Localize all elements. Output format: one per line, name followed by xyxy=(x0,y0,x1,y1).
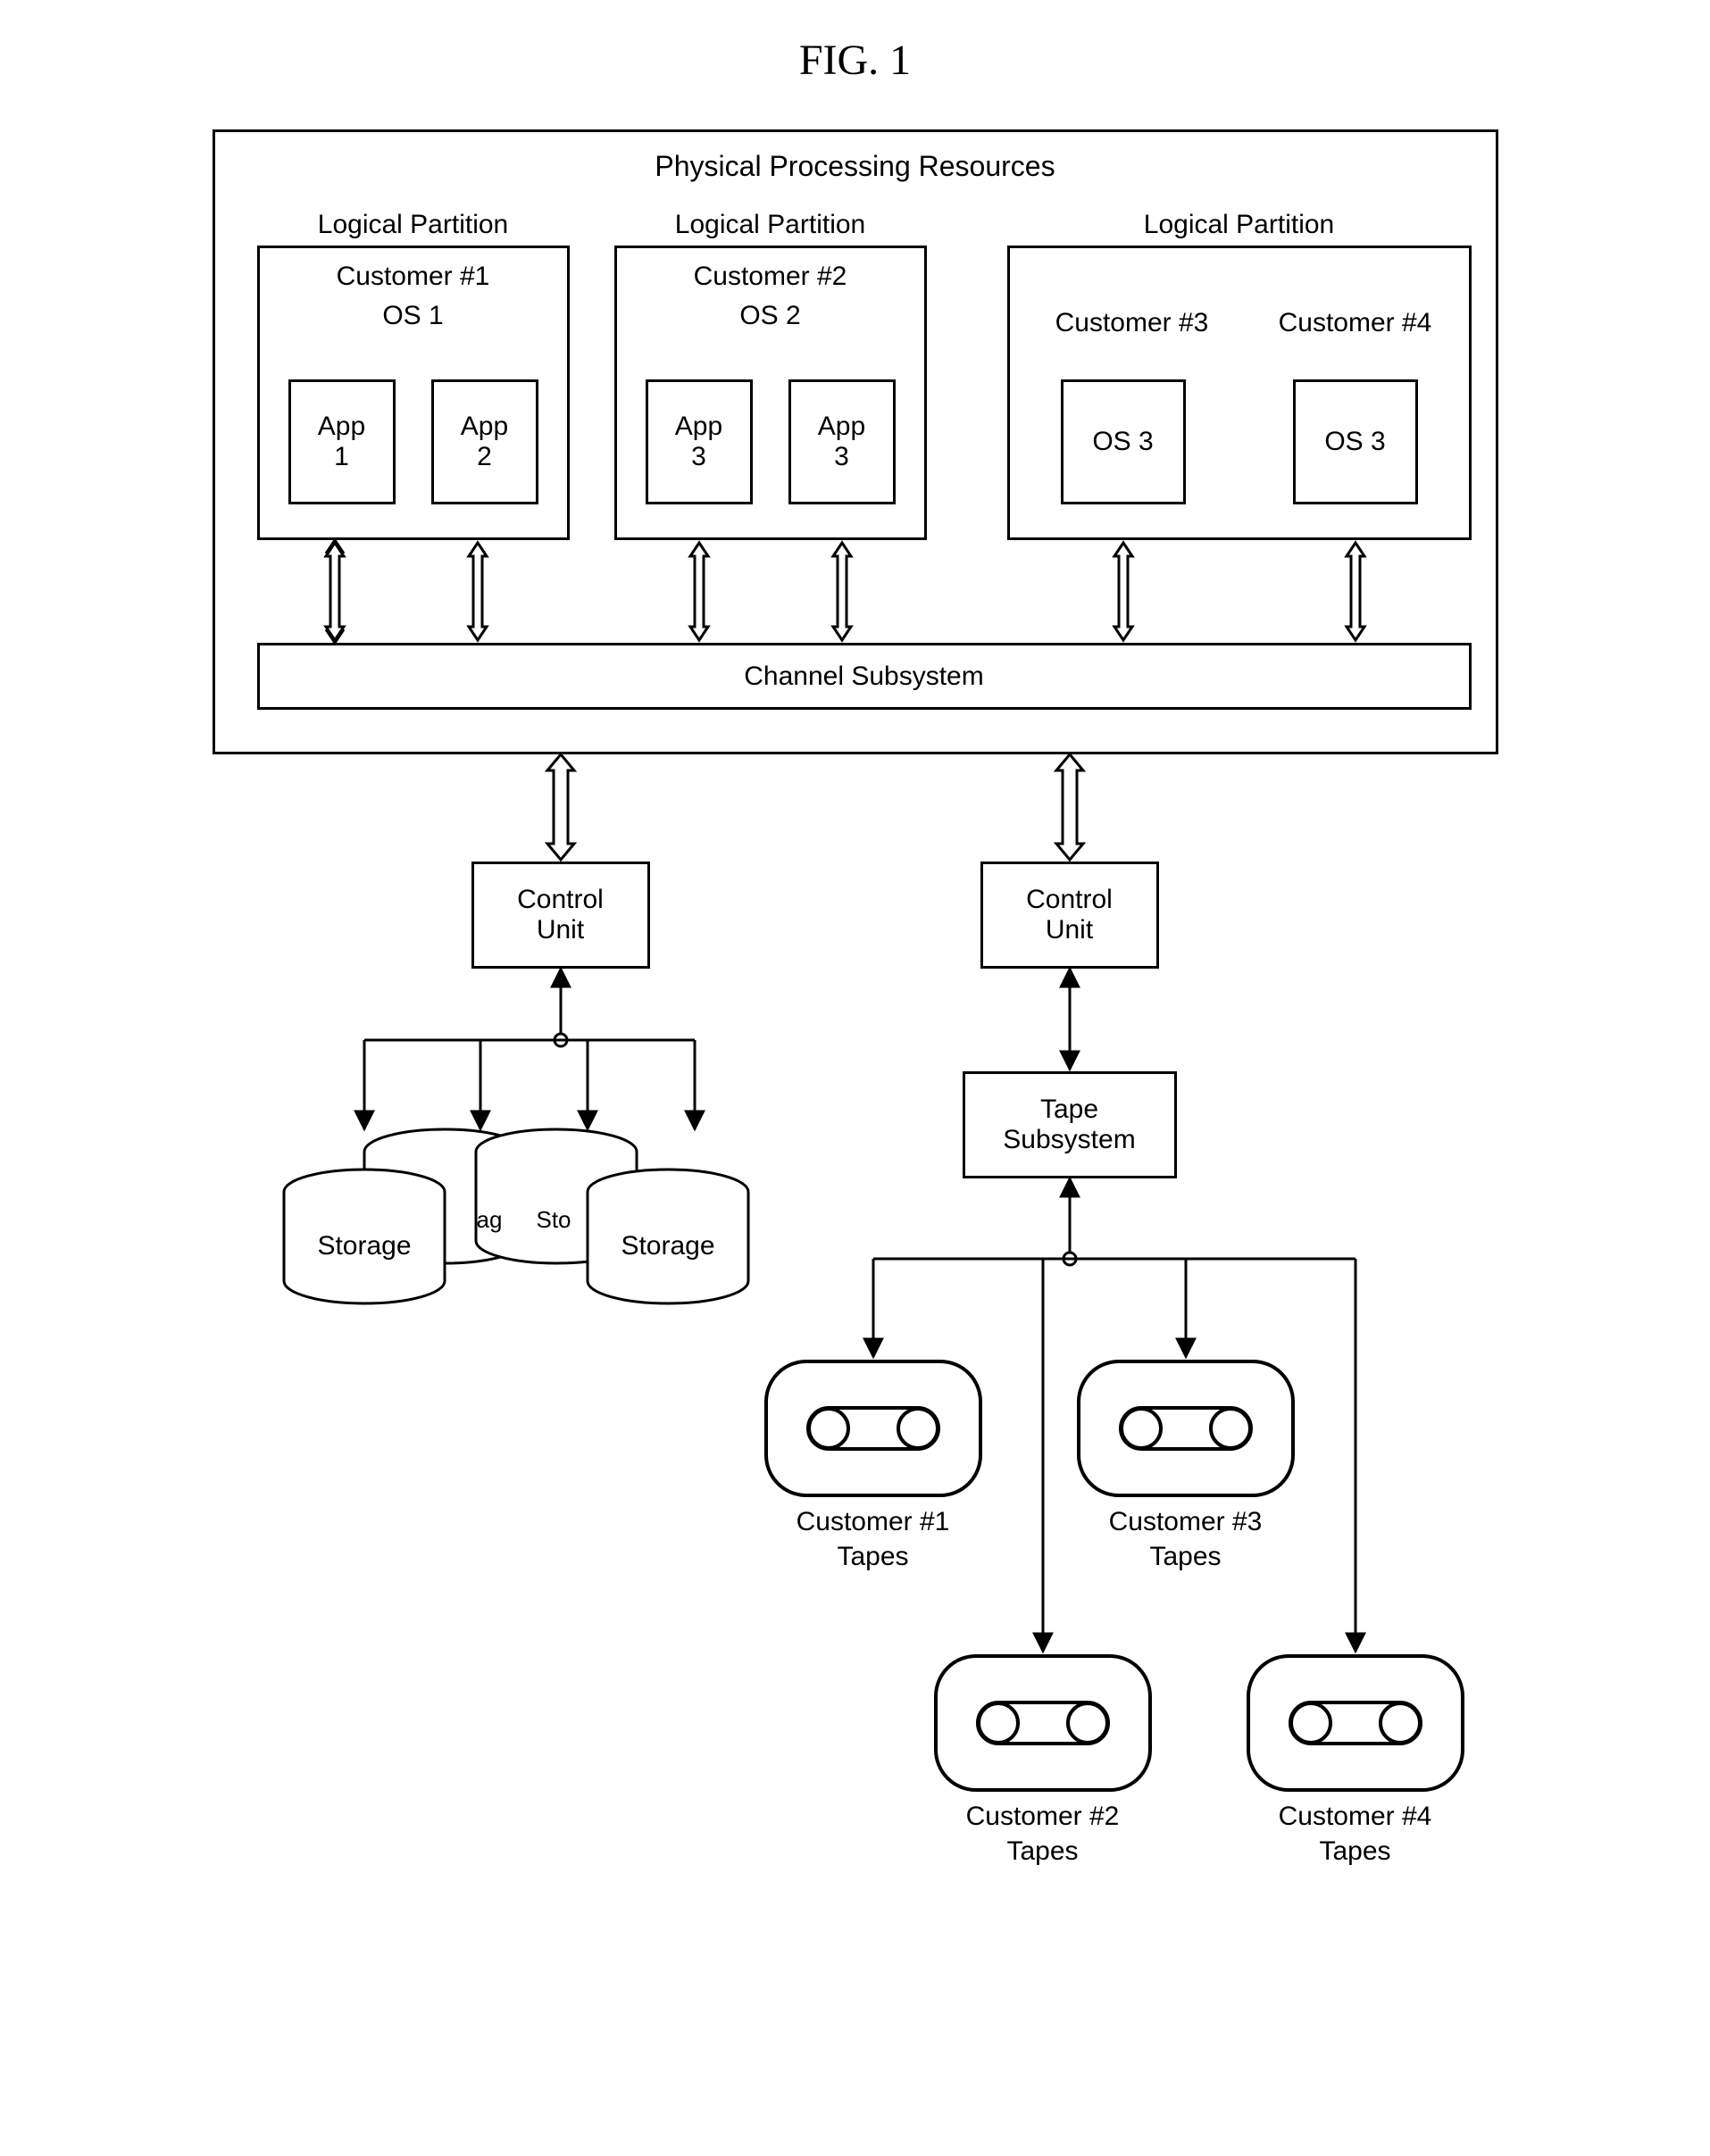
partition2-app2: App 3 xyxy=(788,379,896,504)
partition2-os: OS 2 xyxy=(617,301,924,331)
partition2-customer: Customer #2 xyxy=(617,262,924,292)
physical-processing-title: Physical Processing Resources xyxy=(215,150,1496,183)
tape-fanout xyxy=(873,1178,1355,1652)
storage-label-4: Storage xyxy=(621,1231,714,1261)
diagram-root: Physical Processing Resources Logical Pa… xyxy=(186,129,1525,1960)
figure-title: FIG. 1 xyxy=(799,36,911,85)
tape-subsystem-box: Tape Subsystem xyxy=(963,1071,1177,1178)
control-unit-right: Control Unit xyxy=(980,862,1159,969)
storage-cylinders xyxy=(284,1129,748,1303)
tape2-label: Customer #2 Tapes xyxy=(927,1799,1159,1869)
partition3-os1: OS 3 xyxy=(1061,379,1186,504)
arrow-channel-cu-left xyxy=(547,754,574,860)
tape1-label: Customer #1 Tapes xyxy=(757,1504,989,1574)
partition3-os2: OS 3 xyxy=(1293,379,1418,504)
partition1-os: OS 1 xyxy=(260,301,567,331)
partition3-customer1: Customer #3 xyxy=(1030,308,1235,338)
tape4-label: Customer #4 Tapes xyxy=(1239,1799,1472,1869)
storage-label-1: Storage xyxy=(317,1231,411,1261)
tape-cassettes xyxy=(766,1361,1463,1790)
control-unit-left: Control Unit xyxy=(471,862,650,969)
partition2-app1: App 3 xyxy=(646,379,753,504)
partition3-customer2: Customer #4 xyxy=(1253,308,1458,338)
partition2-header: Logical Partition xyxy=(614,210,927,240)
partition1-app1: App 1 xyxy=(288,379,396,504)
storage-label-2: ag xyxy=(476,1206,502,1233)
storage-label-3: Sto xyxy=(536,1206,571,1233)
partition1-customer: Customer #1 xyxy=(260,262,567,292)
partition1-header: Logical Partition xyxy=(257,210,570,240)
tape3-label: Customer #3 Tapes xyxy=(1070,1504,1302,1574)
channel-subsystem-box: Channel Subsystem xyxy=(257,643,1472,710)
arrow-channel-cu-right xyxy=(1056,754,1083,860)
partition3-header: Logical Partition xyxy=(1007,210,1472,240)
cu-left-storage xyxy=(364,969,695,1129)
partition1-app2: App 2 xyxy=(431,379,538,504)
